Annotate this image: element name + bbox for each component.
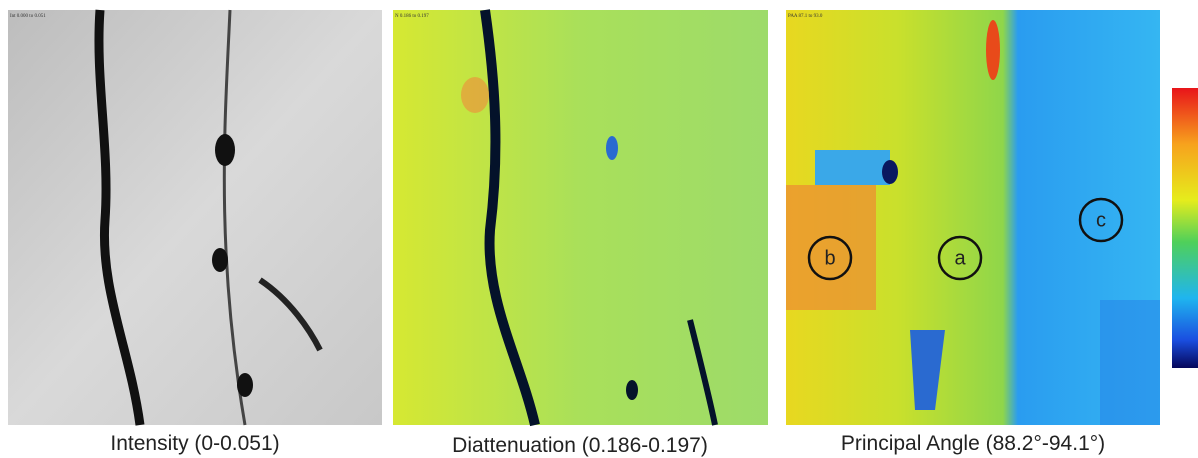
marker-label: c [1096, 209, 1106, 231]
crack [94, 9, 145, 426]
caption: Principal Angle (88.2°-94.1°) [841, 432, 1105, 455]
crack [687, 319, 718, 426]
marker-circle [1078, 197, 1124, 243]
marker-label: b [824, 247, 835, 269]
diattenuation-panel: N 0.186 to 0.197 [393, 9, 768, 427]
crack [222, 9, 247, 426]
pore [626, 380, 638, 400]
spot [986, 20, 1000, 80]
region [1100, 300, 1160, 425]
image [8, 10, 382, 425]
crack [480, 9, 540, 427]
pore [212, 248, 228, 272]
corner-label: PAA 87.1 to 93.0 [788, 14, 823, 19]
caption: Intensity (0-0.051) [110, 432, 279, 455]
marker-circle [807, 235, 853, 281]
caption: Diattenuation (0.186-0.197) [452, 434, 708, 457]
crack [258, 277, 323, 352]
spot [606, 136, 618, 160]
colorbar [1172, 88, 1198, 368]
marker-circle [937, 235, 983, 281]
spot [461, 77, 489, 113]
region [910, 330, 945, 410]
region [815, 150, 890, 185]
marker-label: a [954, 247, 966, 269]
corner-label: N 0.186 to 0.197 [395, 14, 429, 19]
image [393, 10, 768, 425]
corner-label: Int 0.000 to 0.051 [10, 14, 46, 19]
principal-angle-panel: b a c PAA 87.1 to 93.0 [786, 10, 1160, 425]
spot [882, 160, 898, 184]
intensity-panel: Int 0.000 to 0.051 [8, 9, 382, 426]
region [786, 185, 876, 310]
pore [237, 373, 253, 397]
pore [215, 134, 235, 166]
